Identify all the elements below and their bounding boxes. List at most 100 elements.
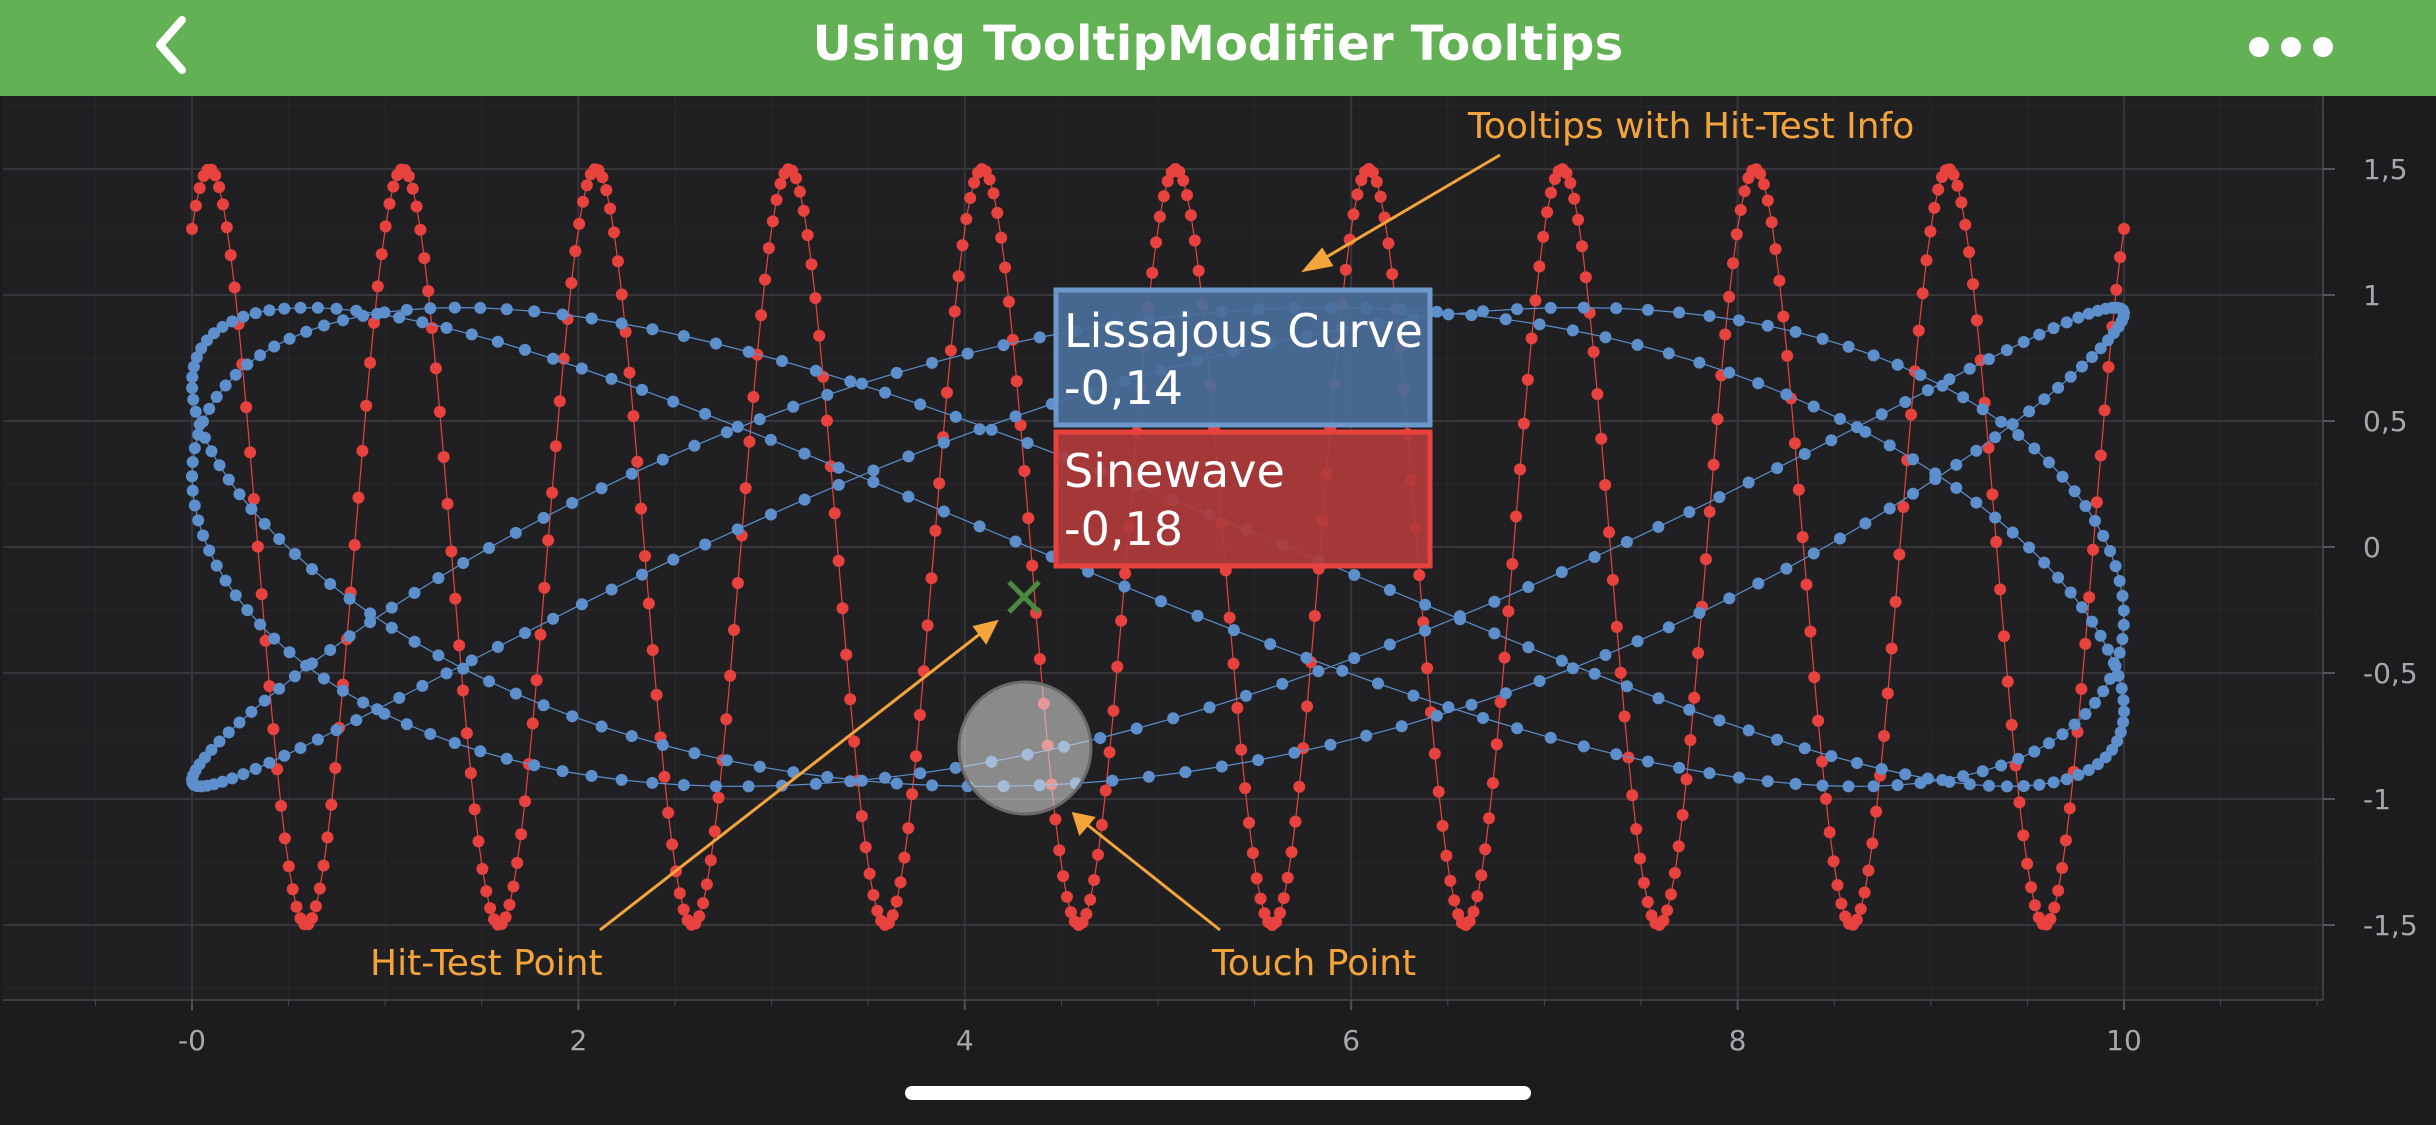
sinewave-point: [1831, 879, 1844, 892]
lissajous-point: [667, 395, 680, 408]
sinewave-point: [2001, 675, 2014, 688]
lissajous-point: [268, 340, 281, 353]
lissajous-point: [408, 586, 421, 599]
lissajous-point: [300, 325, 313, 338]
lissajous-point: [1970, 496, 1983, 509]
sinewave-point: [1916, 287, 1929, 300]
lissajous-point: [556, 308, 569, 321]
sinewave-point: [553, 395, 566, 408]
tooltip-lissajous-box: [1053, 287, 1433, 428]
lissajous-point: [997, 339, 1010, 352]
sinewave-point: [886, 909, 899, 922]
sinewave-point: [1626, 789, 1639, 802]
lissajous-point: [245, 705, 258, 718]
lissajous-point: [1963, 362, 1976, 375]
lissajous-point: [615, 773, 628, 786]
more-button[interactable]: [2246, 22, 2336, 72]
sinewave-point: [429, 362, 442, 375]
sinewave-point: [1634, 852, 1646, 865]
lissajous-point: [187, 360, 200, 373]
sinewave-point: [1254, 892, 1267, 905]
sinewave-point: [1529, 294, 1542, 307]
chart[interactable]: 1,5 1 0,5 0 -0,5 -1 -1,5 -0 2 4 6 8 10 Lissajous Cu…: [0, 96, 2436, 1086]
y-tick-label: -1: [2363, 783, 2391, 816]
back-button[interactable]: [140, 10, 210, 80]
touch-point-marker[interactable]: [957, 680, 1093, 816]
lissajous-point: [2113, 575, 2126, 587]
lissajous-point: [1522, 641, 1535, 654]
lissajous-point: [1288, 746, 1301, 759]
sinewave-point: [1637, 876, 1650, 889]
lissajous-point: [2076, 601, 2088, 614]
sinewave-point: [1502, 605, 1515, 618]
lissajous-point: [324, 644, 337, 656]
lissajous-point: [809, 777, 822, 790]
sinewave-point: [929, 524, 942, 537]
tooltip-sinewave-value: -0,18: [1064, 502, 1183, 556]
lissajous-point: [1780, 388, 1793, 401]
lissajous-point: [278, 302, 291, 315]
y-tick-label: 1,5: [2363, 153, 2408, 186]
sinewave-point: [933, 477, 946, 490]
lissajous-point: [216, 320, 229, 333]
sinewave-point: [1057, 870, 1070, 883]
lissajous-point: [1683, 506, 1696, 518]
lissajous-point: [283, 332, 296, 345]
lissajous-point: [753, 413, 766, 426]
sinewave-point: [770, 193, 783, 206]
sinewave-point: [1537, 230, 1550, 243]
lissajous-point: [294, 742, 307, 754]
sinewave-point: [422, 285, 435, 297]
sinewave-point: [1808, 671, 1821, 684]
lissajous-point: [2072, 769, 2085, 781]
sinewave-point: [697, 897, 710, 910]
lissajous-point: [1733, 314, 1745, 327]
sinewave-point: [2118, 222, 2130, 235]
lissajous-point: [219, 379, 232, 392]
tooltip: Lissajous Curve -0,14 Sinewave -0,18: [1053, 287, 1433, 569]
lissajous-point: [1465, 309, 1478, 322]
sinewave-point: [1827, 855, 1840, 868]
lissajous-point: [1488, 595, 1501, 608]
sinewave-point: [379, 220, 392, 233]
lissajous-point: [867, 476, 880, 488]
tooltip-lissajous-name: Lissajous Curve: [1064, 304, 1423, 358]
lissajous-point: [742, 780, 755, 793]
lissajous-point: [2117, 694, 2130, 707]
lissajous-point: [416, 679, 429, 692]
lissajous-point: [1834, 412, 1846, 425]
sinewave-point: [708, 825, 721, 838]
lissajous-point: [1867, 780, 1880, 793]
sinewave-point: [739, 482, 752, 495]
lissajous-point: [229, 589, 242, 602]
lissajous-point: [798, 493, 811, 506]
sinewave-point: [1080, 908, 1093, 920]
lissajous-point: [764, 508, 777, 521]
lissajous-point: [646, 776, 659, 789]
lissajous-point: [364, 607, 377, 620]
lissajous-point: [2104, 672, 2117, 685]
lissajous-point: [2017, 336, 2030, 348]
sinewave-point: [1033, 653, 1046, 666]
lissajous-point: [222, 726, 235, 739]
sinewave-point: [755, 309, 768, 322]
sinewave-point: [635, 502, 648, 515]
sinewave-point: [2013, 796, 2026, 809]
lissajous-point: [937, 436, 950, 449]
sinewave-point: [1804, 625, 1817, 638]
sinewave-point: [1889, 595, 1902, 608]
home-indicator[interactable]: [905, 1086, 1531, 1100]
lissajous-point: [2047, 322, 2060, 335]
lissajous-point: [1662, 347, 1675, 360]
sinewave-point: [964, 192, 977, 204]
lissajous-point: [188, 499, 201, 512]
sinewave-point: [1510, 510, 1523, 523]
sinewave-point: [1788, 437, 1801, 450]
sinewave-point: [941, 386, 953, 399]
sinewave-point: [1963, 246, 1976, 259]
sinewave-point: [615, 288, 628, 301]
lissajous-point: [1761, 319, 1774, 332]
lissajous-point: [1094, 732, 1107, 744]
annotation-arrow-tooltips: [1317, 153, 1501, 264]
lissajous-point: [677, 779, 690, 791]
